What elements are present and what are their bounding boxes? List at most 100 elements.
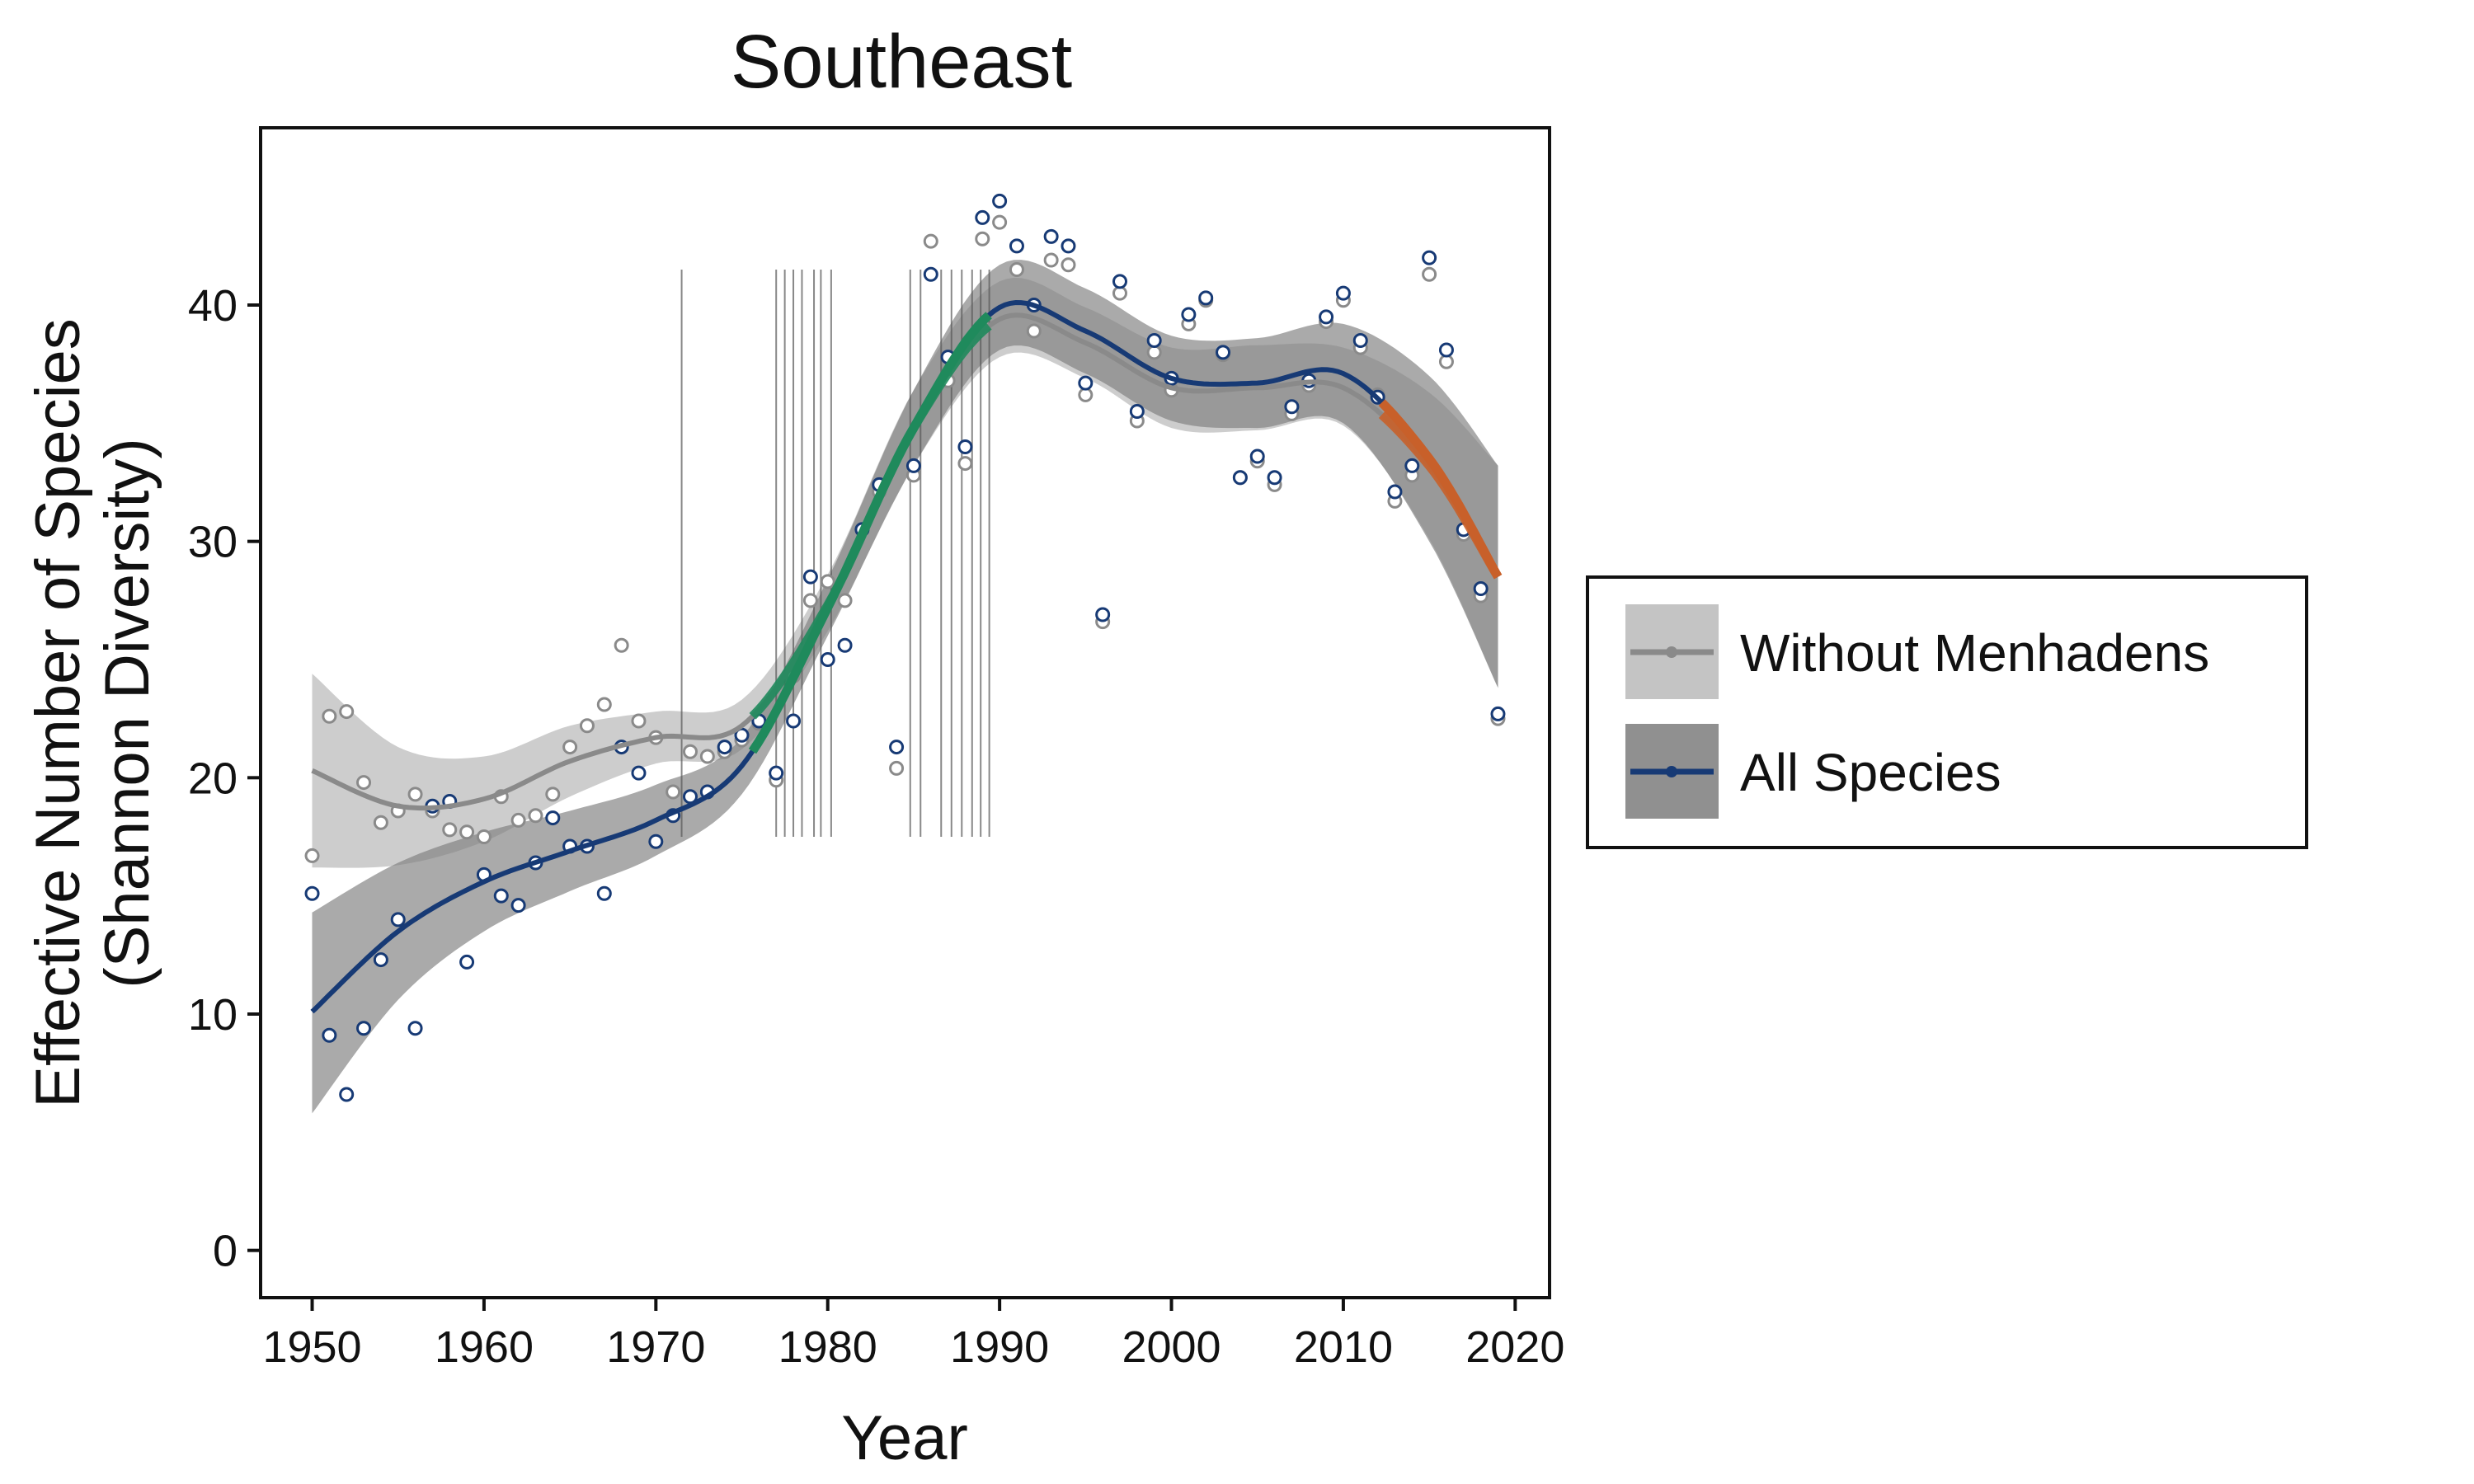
data-point-without-menhadens — [356, 775, 372, 791]
y-tick-label: 40 — [188, 281, 238, 331]
data-point-without-menhadens — [1061, 257, 1076, 273]
y-axis-subtitle: (Shannon Diversity) — [92, 438, 162, 988]
data-point-all-species — [837, 637, 853, 653]
data-point-without-menhadens — [579, 718, 595, 734]
data-point-all-species — [1335, 285, 1351, 301]
data-point-all-species — [717, 740, 732, 755]
data-point-without-menhadens — [837, 593, 853, 608]
y-tick-label: 30 — [188, 518, 238, 567]
data-point-all-species — [786, 713, 802, 729]
data-point-all-species — [1043, 228, 1059, 244]
data-point-without-menhadens — [373, 815, 388, 830]
data-point-all-species — [1112, 274, 1127, 289]
data-point-without-menhadens — [407, 787, 423, 802]
data-point-all-species — [1078, 375, 1094, 391]
x-axis-title: Year — [841, 1403, 968, 1473]
ci-band-all-species — [312, 260, 1498, 1114]
data-point-all-species — [923, 266, 938, 282]
data-point-all-species — [802, 569, 818, 585]
legend-dot-without — [1666, 646, 1677, 658]
data-point-all-species — [1319, 309, 1334, 325]
data-point-all-species — [1438, 342, 1454, 358]
x-axis: 1950 1960 1970 1980 1990 2000 2010 2020 — [262, 1298, 1564, 1372]
data-point-without-menhadens — [1146, 345, 1162, 360]
data-point-all-species — [304, 885, 320, 901]
data-point-all-species — [648, 834, 664, 849]
data-point-without-menhadens — [1009, 262, 1024, 277]
x-tick-label: 1970 — [606, 1322, 705, 1372]
data-point-without-menhadens — [820, 574, 835, 589]
data-point-without-menhadens — [459, 824, 475, 840]
x-tick-label: 1960 — [435, 1322, 534, 1372]
data-point-without-menhadens — [683, 744, 698, 759]
data-point-all-species — [1198, 290, 1214, 306]
x-tick-label: 1950 — [262, 1322, 361, 1372]
decrease-segment-all-species — [1378, 399, 1503, 580]
data-point-without-menhadens — [923, 233, 938, 249]
data-point-all-species — [1473, 581, 1489, 596]
data-point-all-species — [459, 954, 475, 970]
y-tick-label: 0 — [213, 1227, 238, 1276]
y-tick-label: 20 — [188, 754, 238, 803]
data-point-without-menhadens — [545, 787, 561, 802]
data-point-without-menhadens — [614, 637, 629, 653]
data-point-without-menhadens — [304, 848, 320, 863]
data-point-all-species — [1284, 399, 1300, 415]
data-point-all-species — [1216, 345, 1231, 360]
data-point-without-menhadens — [802, 593, 818, 608]
data-point-without-menhadens — [1043, 252, 1059, 268]
x-tick-label: 1990 — [950, 1322, 1049, 1372]
y-axis-title: Effective Number of Species — [23, 318, 93, 1108]
data-point-without-menhadens — [1112, 285, 1127, 301]
data-point-all-species — [1181, 307, 1197, 322]
data-point-without-menhadens — [442, 822, 458, 838]
data-point-all-species — [1422, 250, 1437, 265]
data-point-without-menhadens — [322, 708, 337, 724]
data-point-all-species — [1249, 448, 1265, 464]
chart-title: Southeast — [731, 20, 1072, 104]
data-point-all-species — [1129, 404, 1145, 419]
data-point-without-menhadens — [666, 784, 681, 800]
y-tick-label: 10 — [188, 990, 238, 1040]
data-point-without-menhadens — [528, 808, 543, 824]
data-point-all-species — [1009, 238, 1024, 254]
data-point-all-species — [820, 652, 835, 667]
data-point-all-species — [407, 1021, 423, 1036]
data-point-all-species — [1387, 484, 1403, 500]
legend-label-without-menhadens: Without Menhadens — [1740, 623, 2209, 683]
data-point-all-species — [769, 765, 784, 781]
data-point-without-menhadens — [975, 231, 990, 247]
data-point-all-species — [545, 810, 561, 826]
data-point-all-species — [905, 458, 921, 473]
data-point-without-menhadens — [699, 749, 715, 764]
data-point-without-menhadens — [339, 704, 355, 720]
legend: Without Menhadens All Species — [1586, 575, 2308, 849]
data-point-all-species — [373, 952, 388, 968]
data-point-all-species — [1232, 470, 1248, 486]
data-point-all-species — [339, 1087, 355, 1102]
plot-area — [304, 193, 1506, 1114]
data-point-all-species — [734, 727, 750, 743]
data-point-all-species — [1352, 333, 1368, 348]
data-point-all-species — [356, 1021, 372, 1036]
data-point-all-species — [1404, 458, 1420, 473]
data-point-all-species — [1061, 238, 1076, 254]
data-point-all-species — [631, 765, 647, 781]
legend-label-all-species: All Species — [1740, 743, 2001, 802]
data-point-without-menhadens — [1422, 266, 1437, 282]
data-point-all-species — [975, 209, 990, 225]
data-point-without-menhadens — [889, 760, 905, 776]
data-point-without-menhadens — [1438, 354, 1454, 369]
data-point-without-menhadens — [1078, 387, 1094, 402]
data-point-all-species — [1490, 706, 1506, 721]
data-point-all-species — [992, 193, 1008, 209]
x-tick-label: 1980 — [778, 1322, 877, 1372]
data-point-all-species — [322, 1027, 337, 1043]
data-point-without-menhadens — [510, 812, 526, 828]
data-point-all-species — [596, 885, 612, 901]
x-tick-label: 2010 — [1294, 1322, 1393, 1372]
data-point-all-species — [1095, 607, 1111, 622]
legend-dot-all — [1666, 766, 1677, 777]
data-point-without-menhadens — [992, 214, 1008, 230]
